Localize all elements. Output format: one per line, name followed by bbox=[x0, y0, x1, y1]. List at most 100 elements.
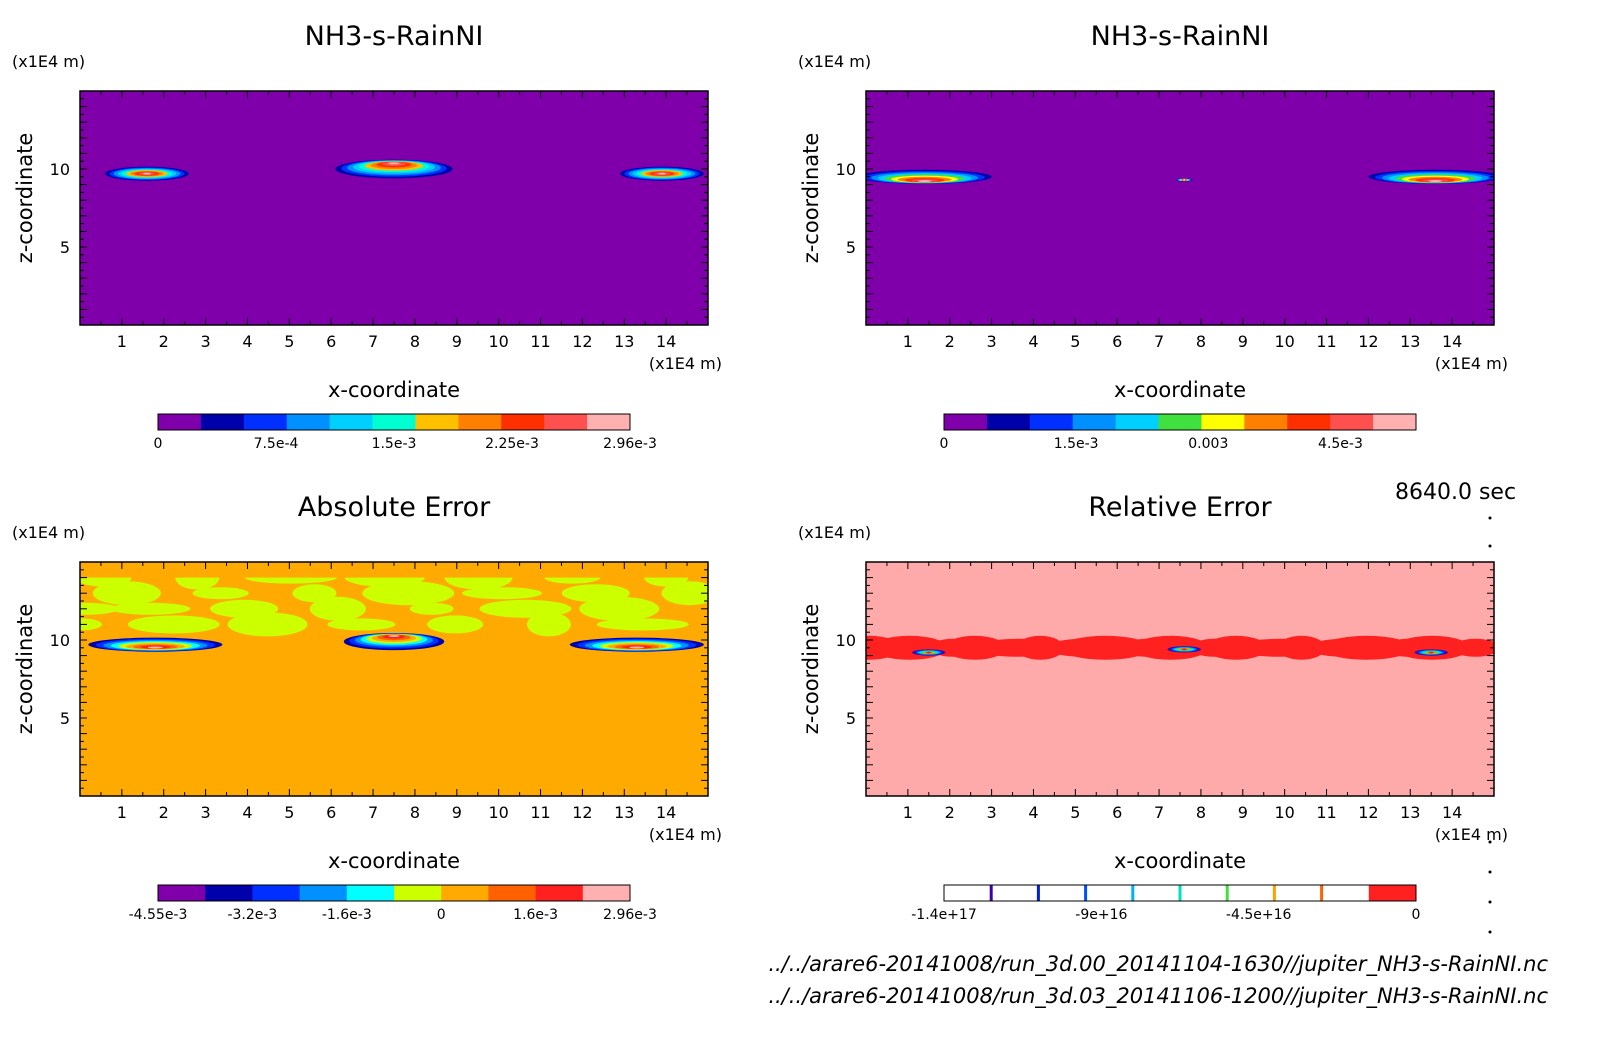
colorbar: -4.55e-3 -3.2e-3 -1.6e-3 0 1.6e-3 2.96e-3 bbox=[129, 884, 657, 923]
x-tick-label: 9 bbox=[1238, 332, 1248, 351]
colorbar-swatch bbox=[944, 885, 992, 901]
x-tick-label: 13 bbox=[614, 332, 634, 351]
y-axis-label: z-coordinate bbox=[799, 133, 823, 264]
colorbar-swatch bbox=[346, 885, 395, 901]
x-tick-label: 2 bbox=[159, 803, 169, 822]
footer-file-1: ../../arare6-20141008/run_3d.00_20141104… bbox=[768, 952, 1548, 976]
field-blob bbox=[127, 615, 220, 634]
field-blob bbox=[409, 602, 454, 615]
x-tick-label: 4 bbox=[242, 332, 252, 351]
field-band bbox=[80, 562, 708, 578]
colorbar-swatch bbox=[944, 414, 988, 430]
chart-title: Relative Error bbox=[1088, 492, 1272, 523]
colorbar: -1.4e+17 -9e+16 -4.5e+16 0 bbox=[911, 884, 1420, 923]
field-contour bbox=[142, 172, 152, 175]
field-blob bbox=[1451, 638, 1494, 657]
x-tick-label: 9 bbox=[1238, 803, 1248, 822]
colorbar-swatch bbox=[1132, 885, 1181, 901]
colorbar-swatch bbox=[1085, 885, 1134, 901]
colorbar: 0 1.5e-3 0.003 4.5e-3 bbox=[940, 413, 1417, 452]
x-unit-label: (x1E4 m) bbox=[1435, 354, 1508, 373]
field-contour bbox=[1182, 648, 1187, 651]
x-tick-label: 5 bbox=[284, 803, 294, 822]
colorbar-swatch bbox=[200, 414, 245, 430]
colorbar-swatch bbox=[1180, 885, 1228, 901]
colorbar-swatch bbox=[587, 414, 631, 430]
field-features bbox=[866, 169, 1494, 184]
y-tick-label: 10 bbox=[50, 631, 70, 650]
colorbar-swatch bbox=[1038, 885, 1087, 901]
x-tick-label: 13 bbox=[1400, 332, 1420, 351]
x-tick-label: 10 bbox=[488, 803, 508, 822]
x-tick-label: 13 bbox=[614, 803, 634, 822]
colorbar-swatch bbox=[252, 885, 301, 901]
colorbar-swatch bbox=[1368, 885, 1417, 901]
field-contour bbox=[629, 646, 645, 649]
chart-title: NH3-s-RainNI bbox=[305, 21, 484, 52]
x-axis-label: x-coordinate bbox=[1114, 378, 1246, 402]
x-axis-label: x-coordinate bbox=[1114, 849, 1246, 873]
colorbar-swatch bbox=[1287, 414, 1331, 430]
x-tick-label: 3 bbox=[987, 803, 997, 822]
field-features bbox=[866, 635, 1494, 660]
colorbar-swatch bbox=[544, 414, 588, 430]
field-blob bbox=[661, 581, 708, 606]
field-blob bbox=[110, 602, 191, 615]
colorbar-swatch bbox=[1274, 885, 1323, 901]
x-tick-label: 13 bbox=[1400, 803, 1420, 822]
x-tick-label: 1 bbox=[903, 332, 913, 351]
colorbar-swatch bbox=[1072, 414, 1117, 430]
colorbar-label: 4.5e-3 bbox=[1318, 436, 1363, 452]
colorbar-swatch bbox=[415, 414, 459, 430]
colorbar-tick-mark bbox=[1178, 885, 1182, 901]
x-tick-label: 3 bbox=[987, 332, 997, 351]
colorbar-tick-mark bbox=[1320, 885, 1324, 901]
colorbar-swatch bbox=[158, 414, 202, 430]
colorbar-label: 0 bbox=[154, 436, 163, 452]
colorbar-tick-mark bbox=[989, 885, 993, 901]
y-unit-label: (x1E4 m) bbox=[798, 523, 871, 542]
x-tick-label: 2 bbox=[945, 803, 955, 822]
x-tick-label: 9 bbox=[452, 803, 462, 822]
colorbar-label: -3.2e-3 bbox=[227, 907, 277, 923]
chart-title: Absolute Error bbox=[298, 492, 491, 523]
colorbar-tick-mark bbox=[1272, 885, 1276, 901]
colorbar-swatch bbox=[329, 414, 374, 430]
colorbar-label: 1.6e-3 bbox=[513, 907, 558, 923]
x-tick-label: 2 bbox=[159, 332, 169, 351]
colorbar-swatch bbox=[1244, 414, 1288, 430]
time-label: 8640.0 sec bbox=[1395, 480, 1517, 505]
margin-dot bbox=[1488, 544, 1492, 548]
field-blob bbox=[292, 584, 337, 603]
x-tick-label: 6 bbox=[326, 803, 336, 822]
colorbar-swatch bbox=[501, 414, 545, 430]
x-tick-label: 7 bbox=[1154, 332, 1164, 351]
colorbar-swatch bbox=[1227, 885, 1275, 901]
colorbar-label: 1.5e-3 bbox=[372, 436, 417, 452]
colorbar-frame bbox=[157, 413, 631, 431]
x-tick-label: 11 bbox=[530, 803, 550, 822]
colorbar-label: 1.5e-3 bbox=[1054, 436, 1099, 452]
y-unit-label: (x1E4 m) bbox=[12, 523, 85, 542]
margin-dot bbox=[1488, 930, 1492, 934]
x-tick-label: 14 bbox=[1442, 332, 1462, 351]
x-tick-label: 5 bbox=[284, 332, 294, 351]
field-blob bbox=[192, 587, 249, 600]
colorbar-swatch bbox=[535, 885, 584, 901]
field-blob bbox=[309, 596, 366, 621]
x-tick-label: 2 bbox=[945, 332, 955, 351]
y-axis-label: z-coordinate bbox=[13, 133, 37, 264]
field-contour bbox=[1183, 178, 1186, 181]
colorbar-swatch bbox=[1330, 414, 1374, 430]
colorbar-label: 7.5e-4 bbox=[254, 436, 299, 452]
colorbar-tick-mark bbox=[1084, 885, 1088, 901]
colorbar-swatch bbox=[1115, 414, 1160, 430]
field-blob bbox=[80, 618, 102, 631]
colorbar-label: -1.4e+17 bbox=[911, 907, 976, 923]
y-axis-label: z-coordinate bbox=[13, 604, 37, 735]
colorbar-swatch bbox=[1158, 414, 1202, 430]
colorbar-swatch bbox=[1321, 885, 1370, 901]
